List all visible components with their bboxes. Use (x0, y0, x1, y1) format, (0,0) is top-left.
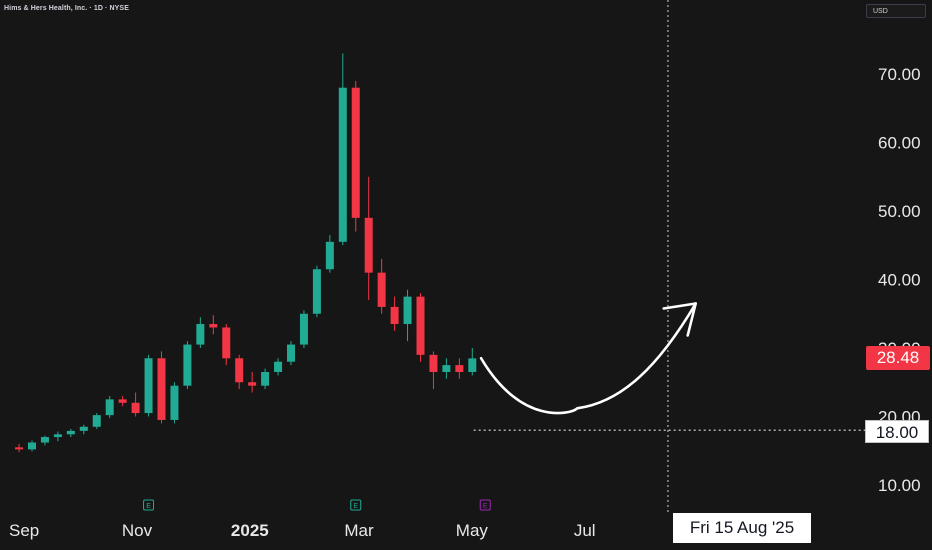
candle-body (28, 442, 36, 450)
candle-body (325, 241, 334, 270)
projection-arrow-head (662, 302, 697, 337)
last-price-tag: 28.48 (866, 346, 930, 370)
projection-arrow-curve (479, 302, 697, 415)
candle-body (261, 371, 270, 386)
candle-body (131, 402, 140, 414)
candle-body (79, 426, 88, 431)
candle-body (468, 358, 477, 372)
candle-body (222, 327, 231, 359)
earnings-marker-box (350, 499, 362, 511)
candle-body (40, 437, 49, 443)
candle-body (312, 269, 321, 314)
y-tick-label: 10.00 (878, 476, 921, 495)
x-tick-label: Jul (574, 521, 596, 540)
candle-body (170, 385, 179, 420)
candle-body (248, 382, 257, 386)
candle-body (442, 365, 451, 372)
earnings-marker-box (143, 499, 155, 511)
candle-body (157, 358, 166, 420)
candle-body (105, 399, 114, 416)
candle-body (338, 87, 347, 242)
candle-body (416, 296, 425, 355)
candle-body (15, 447, 24, 450)
candle-body (299, 313, 308, 345)
y-tick-label: 70.00 (878, 65, 921, 84)
earnings-marker[interactable]: E (143, 499, 155, 511)
x-tick-label: 2025 (231, 521, 269, 540)
chart-title: Hims & Hers Health, Inc. · 1D · NYSE (4, 5, 129, 12)
x-tick-label: Mar (344, 521, 374, 540)
earnings-marker-box (479, 499, 491, 511)
candle-body (66, 430, 75, 435)
candle-body (92, 415, 101, 427)
candle-body (403, 296, 412, 325)
y-tick-label: 40.00 (878, 271, 921, 290)
candle-body (196, 324, 205, 345)
x-tick-label: Nov (122, 521, 153, 540)
candle-body (429, 354, 438, 372)
candle-body (274, 361, 283, 372)
candle-body (351, 87, 360, 218)
candle-body (455, 365, 464, 372)
earnings-icon: E (353, 503, 358, 510)
earnings-icon: E (483, 503, 488, 510)
horizontal-level-tag: 18.00 (865, 420, 929, 443)
projection-arrow[interactable] (479, 302, 697, 415)
candle-body (377, 272, 386, 307)
candle-body (118, 399, 127, 403)
candle-body (144, 358, 153, 414)
candle-body (390, 306, 399, 325)
y-tick-label: 60.00 (878, 134, 921, 153)
x-axis: Sep Nov 2025 Mar May Jul (9, 521, 596, 540)
earnings-icon: E (146, 503, 151, 510)
earnings-marker[interactable]: E (350, 499, 362, 511)
candle-body (287, 344, 295, 362)
candle-body (209, 324, 218, 328)
candles (15, 53, 477, 453)
candle-body (53, 434, 62, 438)
candle-body (183, 344, 192, 386)
crosshair-date-tag: Fri 15 Aug '25 (673, 513, 811, 543)
earnings-marker[interactable]: E (479, 499, 491, 511)
currency-selector[interactable]: USD (866, 4, 926, 18)
candle-body (364, 217, 373, 273)
x-tick-label: May (456, 521, 489, 540)
x-tick-label: Sep (9, 521, 39, 540)
candle-body (235, 358, 244, 383)
y-tick-label: 50.00 (878, 202, 921, 221)
